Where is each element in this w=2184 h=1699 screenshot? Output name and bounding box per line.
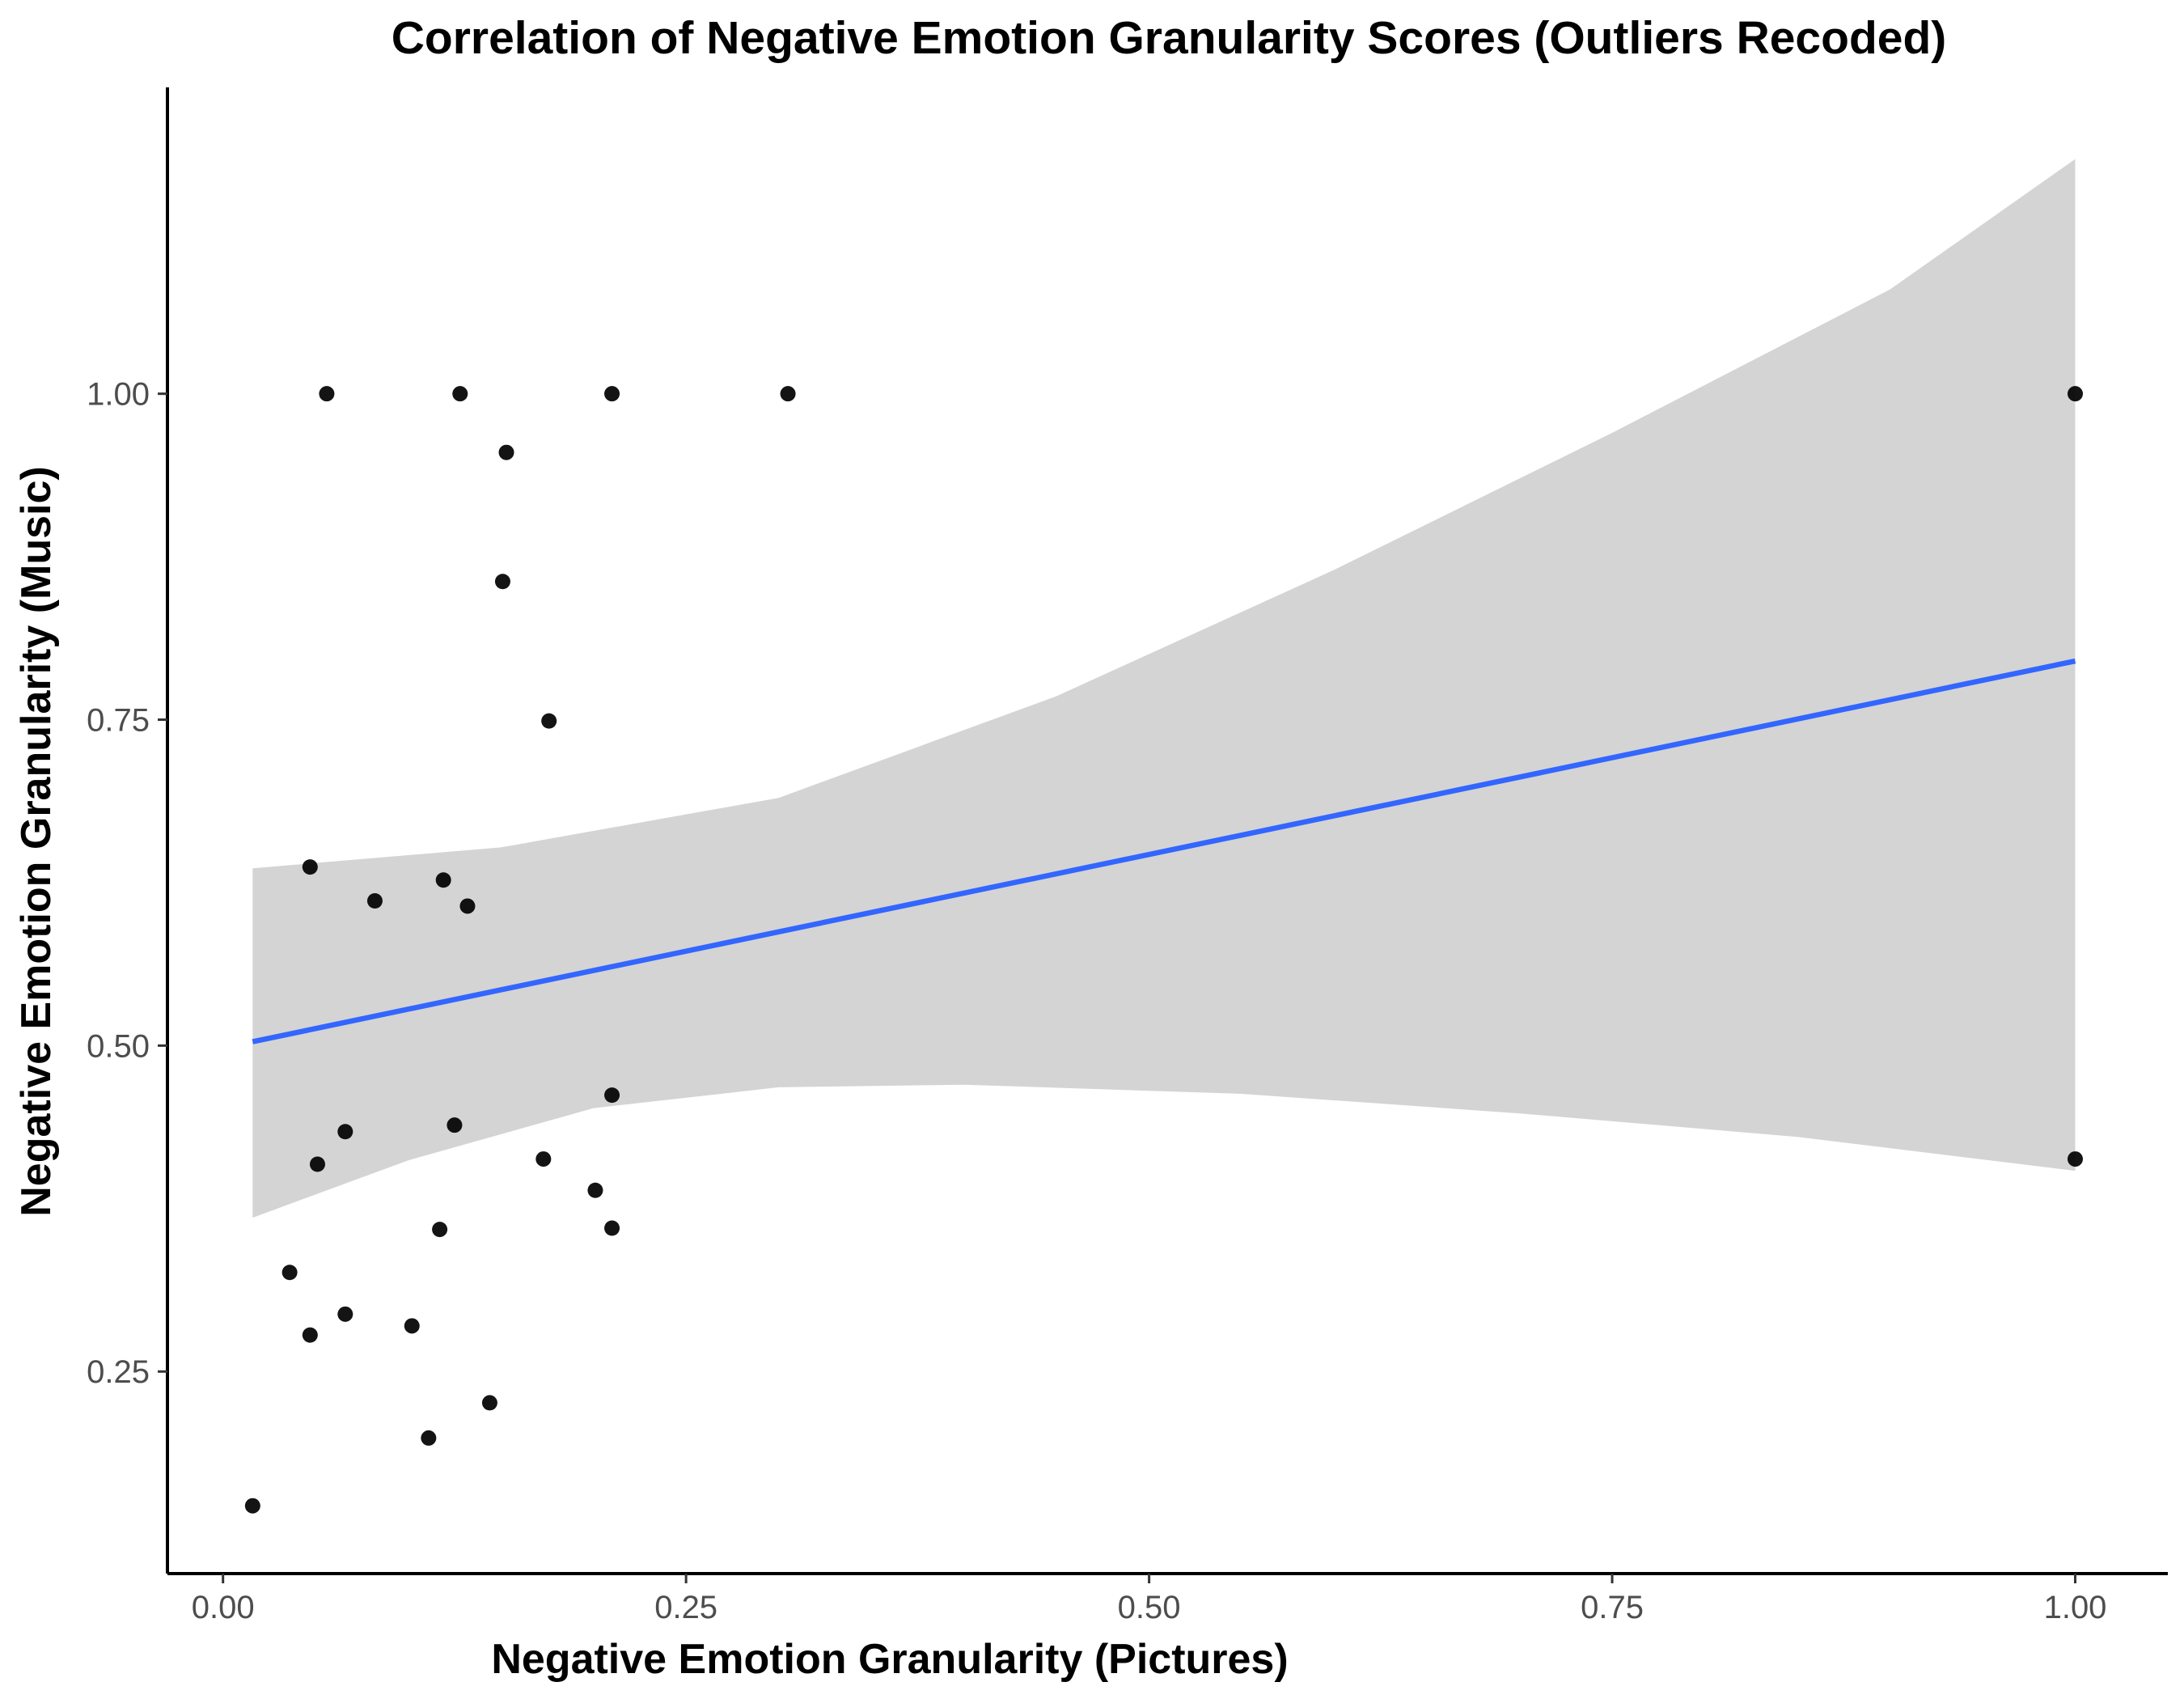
data-point xyxy=(481,1395,497,1411)
x-tick-label: 0.00 xyxy=(192,1590,255,1625)
data-point xyxy=(604,1220,620,1236)
confidence-band xyxy=(252,159,2076,1218)
confidence-band-layer xyxy=(252,159,2076,1218)
x-tick-label: 0.50 xyxy=(1118,1590,1181,1625)
data-point xyxy=(604,386,620,402)
data-point xyxy=(2068,1151,2084,1167)
data-points xyxy=(244,386,2084,1514)
data-point xyxy=(337,1124,353,1140)
data-point xyxy=(244,1498,260,1514)
chart-title: Correlation of Negative Emotion Granular… xyxy=(392,12,1947,64)
data-point xyxy=(2068,386,2084,402)
data-point xyxy=(452,386,468,402)
y-axis-title: Negative Emotion Granularity (Music) xyxy=(13,466,60,1217)
regression-line xyxy=(252,658,2076,1044)
x-axis-title: Negative Emotion Granularity (Pictures) xyxy=(491,1636,1288,1683)
regression-line-layer xyxy=(252,658,2076,1044)
data-point xyxy=(604,1087,620,1104)
axes xyxy=(166,87,2168,1575)
data-point xyxy=(309,1156,325,1172)
x-axis-ticks: 0.00 0.25 0.50 0.75 1.00 xyxy=(192,1574,2107,1625)
data-point xyxy=(281,1265,298,1281)
data-point xyxy=(404,1318,420,1334)
y-tick-label: 0.50 xyxy=(87,1028,150,1064)
x-tick-label: 0.25 xyxy=(654,1590,717,1625)
data-point xyxy=(447,1117,463,1133)
data-point xyxy=(435,872,451,888)
data-point xyxy=(494,574,510,590)
y-tick-label: 0.25 xyxy=(87,1354,150,1390)
data-point xyxy=(366,893,383,909)
data-point xyxy=(337,1306,353,1322)
data-point xyxy=(587,1182,603,1198)
data-point xyxy=(302,859,318,875)
data-point xyxy=(780,386,796,402)
y-tick-label: 1.00 xyxy=(87,377,150,413)
data-point xyxy=(302,1327,318,1343)
data-point xyxy=(319,386,335,402)
y-axis-ticks: 0.25 0.50 0.75 1.00 xyxy=(87,377,167,1390)
data-point xyxy=(432,1222,448,1238)
x-tick-label: 0.75 xyxy=(1581,1590,1644,1625)
data-point xyxy=(498,444,514,460)
data-point xyxy=(459,898,476,914)
data-point xyxy=(421,1430,437,1446)
data-point xyxy=(535,1151,552,1167)
y-tick-label: 0.75 xyxy=(87,703,150,739)
data-point xyxy=(541,713,557,729)
x-tick-label: 1.00 xyxy=(2044,1590,2107,1625)
